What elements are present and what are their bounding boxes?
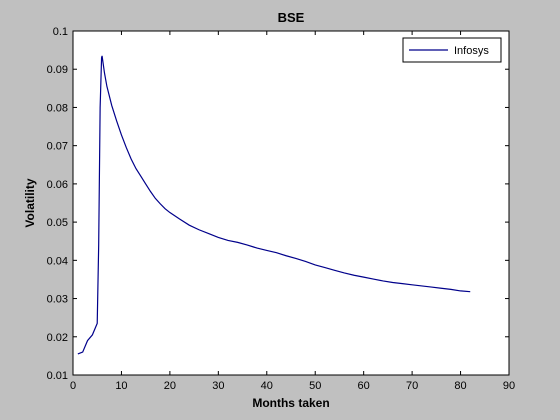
chart-title: BSE xyxy=(278,10,305,25)
y-tick-label: 0.03 xyxy=(47,294,68,306)
x-tick-label: 50 xyxy=(309,380,321,392)
y-tick-label: 0.05 xyxy=(47,217,68,229)
series-layer xyxy=(77,55,471,355)
x-tick-label: 60 xyxy=(358,380,370,392)
plot-area xyxy=(72,30,510,376)
legend: Infosys xyxy=(402,37,502,63)
x-tick-label: 90 xyxy=(503,380,515,392)
x-tick-label: 20 xyxy=(164,380,176,392)
x-axis-label: Months taken xyxy=(252,396,329,410)
axis-ticks: 0 10 20 30 40 50 60 70 80 90 0.01 0.02 0.03 0.04 0.05 0… xyxy=(47,26,516,392)
x-tick-label: 80 xyxy=(454,380,466,392)
x-tick-label: 40 xyxy=(261,380,273,392)
y-tick-label: 0.06 xyxy=(47,179,68,191)
x-tick-label: 30 xyxy=(212,380,224,392)
y-tick-label: 0.02 xyxy=(47,332,68,344)
y-tick-label: 0.09 xyxy=(47,64,68,76)
y-tick-label: 0.1 xyxy=(53,26,68,38)
y-tick-label: 0.08 xyxy=(47,102,68,114)
x-tick-label: 10 xyxy=(115,380,127,392)
y-tick-label: 0.04 xyxy=(47,255,68,267)
x-tick-label: 0 xyxy=(70,380,76,392)
y-tick-label: 0.01 xyxy=(47,370,68,382)
y-axis-label: Volatility xyxy=(23,178,37,227)
x-tick-label: 70 xyxy=(406,380,418,392)
legend-label-infosys: Infosys xyxy=(454,45,489,57)
series-line-infosys xyxy=(77,55,471,355)
y-tick-label: 0.07 xyxy=(47,141,68,153)
